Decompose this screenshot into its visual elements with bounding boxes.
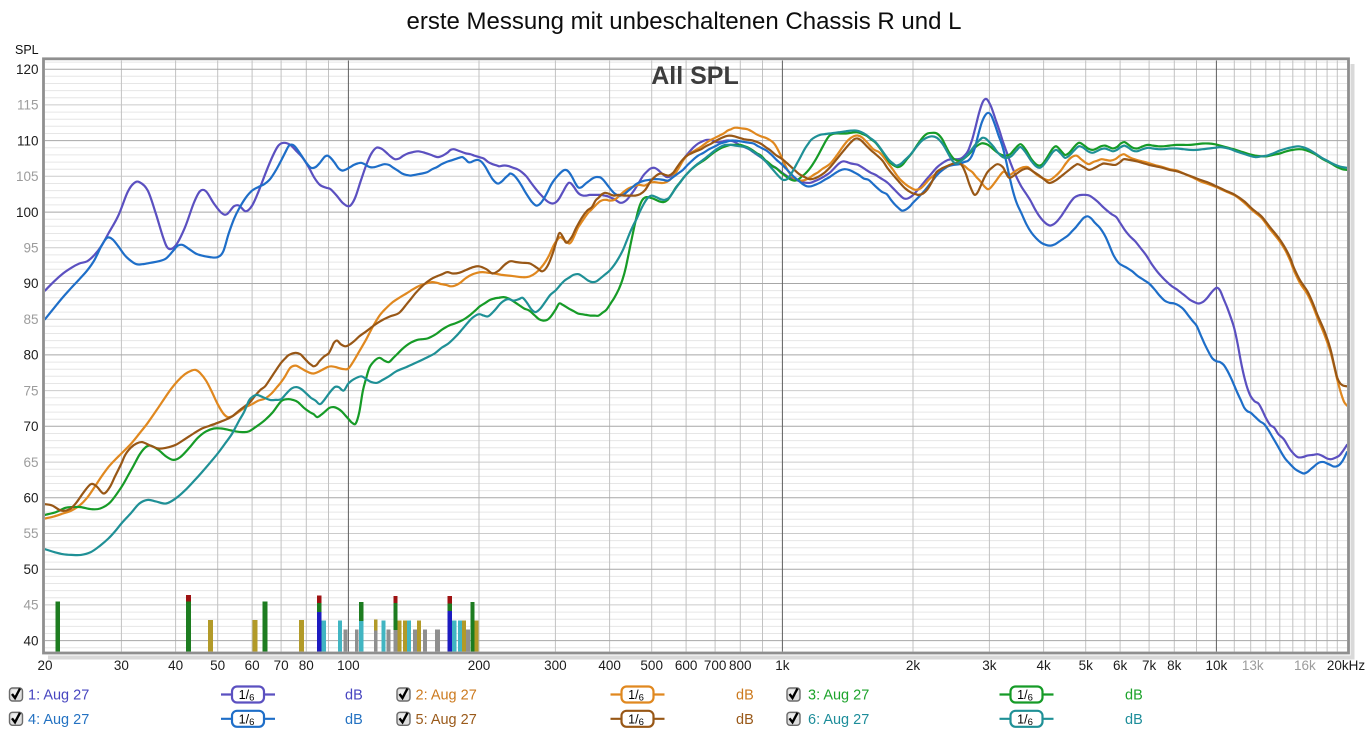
svg-text:1: Aug 27: 1: Aug 27 (28, 688, 89, 704)
svg-text:dB: dB (1125, 712, 1143, 728)
svg-text:16k: 16k (1294, 658, 1316, 673)
svg-text:100: 100 (337, 658, 360, 673)
svg-text:SPL: SPL (15, 43, 39, 57)
svg-text:dB: dB (736, 688, 754, 704)
svg-text:800: 800 (729, 658, 752, 673)
svg-text:300: 300 (544, 658, 567, 673)
svg-text:dB: dB (736, 712, 754, 728)
svg-text:40: 40 (168, 658, 183, 673)
svg-text:70: 70 (23, 419, 38, 434)
svg-text:dB: dB (1125, 688, 1143, 704)
svg-text:5: Aug 27: 5: Aug 27 (416, 712, 477, 728)
svg-text:4k: 4k (1036, 658, 1051, 673)
svg-text:55: 55 (23, 526, 38, 541)
svg-text:3: Aug 27: 3: Aug 27 (808, 688, 869, 704)
svg-text:110: 110 (17, 133, 39, 148)
svg-text:50: 50 (23, 562, 38, 577)
svg-text:80: 80 (299, 658, 314, 673)
svg-text:20kHz: 20kHz (1327, 658, 1366, 673)
svg-text:1/6: 1/6 (239, 712, 255, 728)
svg-text:All SPL: All SPL (651, 62, 739, 90)
svg-text:40: 40 (23, 633, 38, 648)
svg-text:1/6: 1/6 (1017, 712, 1033, 728)
svg-text:60: 60 (245, 658, 260, 673)
svg-text:8k: 8k (1167, 658, 1182, 673)
svg-text:500: 500 (640, 658, 663, 673)
svg-text:7k: 7k (1142, 658, 1157, 673)
svg-text:2k: 2k (906, 658, 921, 673)
svg-text:80: 80 (23, 348, 38, 363)
svg-text:1/6: 1/6 (628, 688, 644, 704)
svg-text:70: 70 (274, 658, 289, 673)
svg-text:13k: 13k (1242, 658, 1264, 673)
svg-text:10k: 10k (1206, 658, 1228, 673)
svg-text:1/6: 1/6 (628, 712, 644, 728)
svg-text:45: 45 (23, 598, 38, 613)
svg-text:95: 95 (23, 241, 38, 256)
svg-text:2: Aug 27: 2: Aug 27 (416, 688, 477, 704)
svg-text:85: 85 (23, 312, 38, 327)
svg-text:100: 100 (16, 205, 39, 220)
svg-text:5k: 5k (1079, 658, 1094, 673)
svg-text:dB: dB (345, 712, 363, 728)
svg-text:dB: dB (345, 688, 363, 704)
svg-text:6k: 6k (1113, 658, 1128, 673)
svg-text:6: Aug 27: 6: Aug 27 (808, 712, 869, 728)
svg-text:erste Messung mit unbeschalten: erste Messung mit unbeschaltenen Chassis… (407, 8, 962, 35)
svg-text:120: 120 (16, 62, 39, 77)
svg-text:700: 700 (704, 658, 727, 673)
svg-text:115: 115 (17, 98, 39, 113)
svg-text:90: 90 (23, 276, 38, 291)
svg-text:1/6: 1/6 (239, 688, 255, 704)
svg-text:65: 65 (23, 455, 38, 470)
svg-text:3k: 3k (982, 658, 997, 673)
svg-text:60: 60 (23, 491, 38, 506)
svg-text:105: 105 (16, 169, 39, 184)
svg-text:50: 50 (210, 658, 225, 673)
svg-text:200: 200 (468, 658, 491, 673)
svg-text:30: 30 (114, 658, 129, 673)
svg-text:75: 75 (23, 383, 38, 398)
svg-text:4: Aug 27: 4: Aug 27 (28, 712, 89, 728)
svg-text:600: 600 (675, 658, 698, 673)
svg-text:400: 400 (598, 658, 621, 673)
svg-text:1k: 1k (775, 658, 790, 673)
svg-text:1/6: 1/6 (1017, 688, 1033, 704)
svg-text:20: 20 (37, 658, 52, 673)
